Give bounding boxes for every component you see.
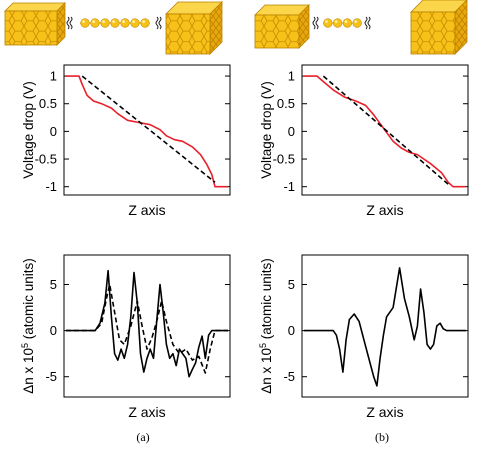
atom	[342, 18, 352, 28]
left-electrode-a	[4, 2, 66, 46]
y-tick-label: 1	[288, 69, 295, 84]
left-electrode-b	[254, 4, 310, 49]
electrode-side-face	[56, 2, 66, 46]
y-tick-label: -5	[45, 369, 57, 384]
atom	[323, 18, 333, 28]
x-axis-label: Z axis	[366, 404, 403, 420]
x-axis-label: Z axis	[128, 404, 165, 420]
solid-series-line	[66, 269, 228, 378]
y-tick-label: 0	[50, 124, 57, 139]
atom	[110, 18, 120, 28]
y-tick-label: -1	[283, 179, 295, 194]
chart-panel-4: 5 0 -5 Z axis Δn x 105 (atomic units)	[258, 254, 469, 420]
break-symbol	[155, 16, 162, 30]
atom	[130, 18, 140, 28]
x-axis-label: Z axis	[366, 202, 403, 218]
plot-frame	[301, 254, 469, 398]
solid-series-line	[66, 75, 228, 188]
y-tick-label: 0	[288, 323, 295, 338]
electrode-front-face	[4, 10, 58, 46]
atom	[90, 18, 100, 28]
electrode-front-face	[165, 13, 211, 55]
y-tick-label: -1	[45, 179, 57, 194]
y-tick-label: 0.5	[39, 96, 57, 111]
break-symbol	[66, 16, 73, 30]
y-tick-label: -5	[283, 369, 295, 384]
y-tick-label: 5	[50, 277, 57, 292]
plot-frame	[63, 64, 231, 196]
y-axis-label: Δn x 105 (atomic units)	[20, 258, 36, 394]
atom	[140, 18, 150, 28]
y-tick-label: 0	[50, 323, 57, 338]
y-tick-label: 1	[50, 69, 57, 84]
dashed-series-line	[81, 75, 216, 183]
y-tick-label: 0.5	[277, 96, 295, 111]
atom-chain	[80, 18, 150, 28]
solid-series-line	[304, 75, 466, 188]
chart-panels: 1 0.5 0 -0.5 -1 Z axis Voltage drop (V) 1 0.5 0 -0…	[20, 64, 469, 420]
atom	[333, 18, 343, 28]
atom	[80, 18, 90, 28]
plot-frame	[301, 64, 469, 196]
x-axis-label: Z axis	[128, 202, 165, 218]
atom	[352, 18, 362, 28]
right-electrode-b	[410, 0, 468, 55]
chart-panel-1: 1 0.5 0 -0.5 -1 Z axis Voltage drop (V)	[21, 64, 231, 218]
solid-series-line	[304, 267, 466, 387]
y-tick-label: 5	[288, 277, 295, 292]
y-axis-label: Δn x 105 (atomic units)	[258, 258, 274, 394]
atom	[100, 18, 110, 28]
chart-panel-3: 5 0 -5 Z axis Δn x 105 (atomic units)	[20, 254, 231, 420]
electrode-front-face	[410, 11, 456, 55]
right-electrode-a	[165, 1, 223, 55]
break-symbol	[364, 16, 371, 30]
y-tick-label: -0.5	[273, 152, 295, 167]
caption-b: (b)	[375, 430, 389, 444]
y-tick-label: 0	[288, 124, 295, 139]
dashed-series-line	[322, 75, 451, 187]
caption-a: (a)	[136, 430, 149, 444]
atom-chain	[323, 18, 362, 28]
chart-panel-2: 1 0.5 0 -0.5 -1 Z axis Voltage drop (V)	[259, 64, 469, 218]
y-axis-label: Voltage drop (V)	[21, 81, 36, 179]
electrode-top-face	[4, 2, 66, 12]
atom	[120, 18, 130, 28]
molecular-junction-schematics	[4, 0, 468, 55]
electrode-front-face	[254, 14, 300, 49]
y-axis-label: Voltage drop (V)	[259, 81, 274, 179]
y-tick-label: -0.5	[35, 152, 57, 167]
dashed-series-line	[66, 283, 228, 374]
plot-frame	[63, 254, 231, 398]
break-symbol	[312, 16, 319, 30]
